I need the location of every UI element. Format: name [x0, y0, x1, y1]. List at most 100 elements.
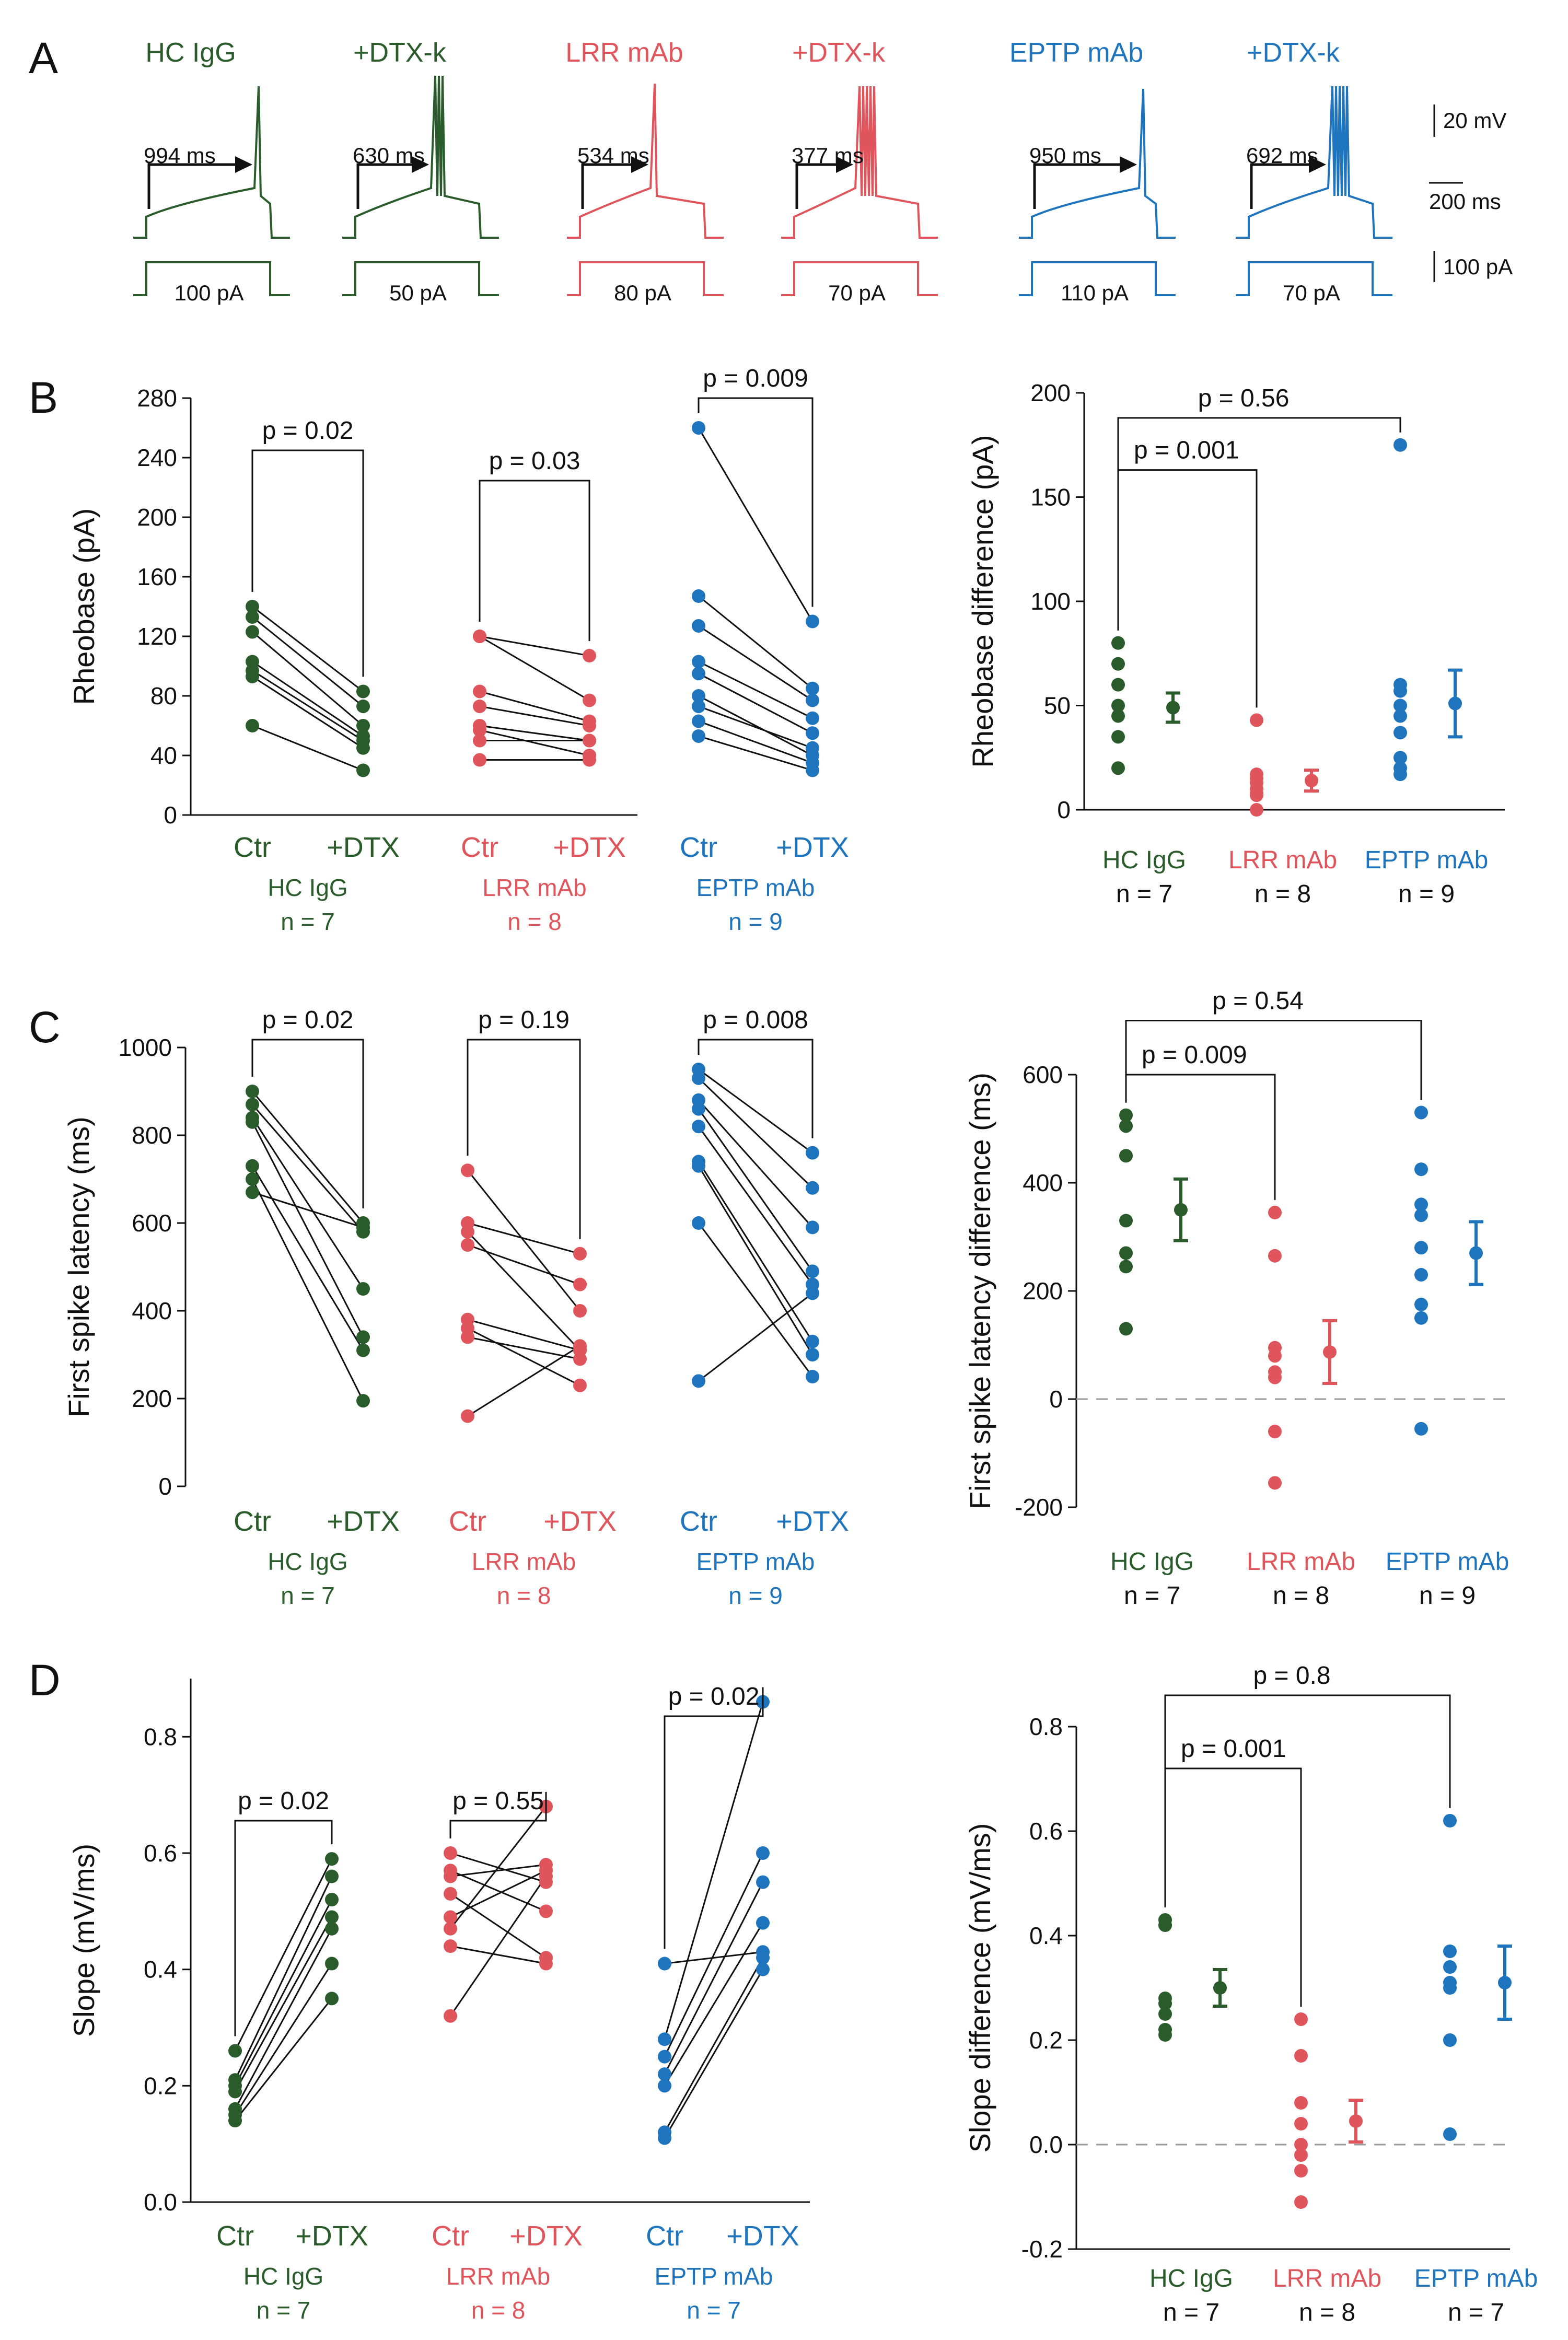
significance-bracket [1164, 1767, 1302, 2007]
latency-arrowhead [235, 156, 252, 173]
group-name: EPTP mAb [696, 1548, 815, 1575]
dtx-point [806, 614, 819, 628]
scalebar-voltage-label: 20 mV [1443, 108, 1506, 133]
y-tick-label: 0 [1057, 796, 1071, 823]
current-label: 80 pA [614, 281, 671, 305]
difference-point [1158, 1918, 1172, 1932]
dtx-point [356, 1220, 370, 1235]
group-name: LRR mAb [472, 1548, 576, 1575]
group-n: n = 9 [728, 908, 783, 935]
ctr-point [444, 2009, 457, 2023]
paired-line [698, 672, 813, 734]
latency-arrow [795, 163, 839, 209]
x-tick-label-ctr: Ctr [432, 2220, 469, 2252]
latency-label: 950 ms [1029, 143, 1101, 168]
difference-point [1111, 657, 1125, 671]
paired-line [479, 705, 590, 727]
paired-line [252, 676, 364, 749]
ctr-point [444, 1910, 457, 1924]
p-value-label: p = 0.56 [1198, 385, 1290, 412]
current-label: 100 pA [174, 281, 243, 305]
paired-line [479, 729, 590, 756]
ctr-point [473, 684, 486, 698]
paired-line [664, 1969, 764, 2139]
ctr-point [692, 1120, 705, 1134]
dtx-point [356, 763, 370, 777]
group-n: n = 7 [1124, 1582, 1180, 1610]
group-name: EPTP mAb [1365, 846, 1489, 874]
latency-label: 377 ms [792, 143, 864, 168]
p-value-label: p = 0.02 [262, 1006, 354, 1034]
dtx-point [539, 1957, 553, 1971]
paired-line [698, 1068, 813, 1154]
x-tick-label-ctr: Ctr [234, 1506, 271, 1537]
difference-point [1294, 2148, 1308, 2162]
paired-line [479, 691, 590, 722]
difference-point [1268, 1349, 1282, 1363]
difference-point [1119, 1246, 1133, 1260]
difference-point [1294, 2012, 1308, 2026]
ctr-point [692, 699, 705, 713]
latency-arrowhead [1120, 156, 1137, 173]
paired-line [698, 1108, 814, 1272]
ctr-point [473, 734, 486, 748]
ctr-point [692, 689, 705, 703]
dtx-point [806, 726, 819, 740]
difference-point [1268, 1249, 1282, 1263]
dtx-point [806, 1286, 819, 1300]
y-tick-label: 600 [132, 1209, 172, 1237]
difference-point [1414, 1297, 1428, 1311]
paired-line [698, 625, 813, 701]
y-tick-label: -200 [1015, 1494, 1063, 1521]
voltage-trace [133, 86, 290, 239]
mean-point [1305, 774, 1318, 788]
panel-label-c: C [29, 1003, 61, 1052]
y-tick-label: 200 [1030, 379, 1071, 406]
paired-line [449, 1806, 547, 1929]
difference-point [1119, 1260, 1133, 1274]
paired-line [252, 606, 364, 692]
paired-line [698, 735, 813, 771]
latency-arrowhead [1309, 156, 1326, 173]
latency-arrow [147, 163, 238, 209]
y-tick-label: 280 [137, 385, 177, 412]
paired-line [450, 1893, 547, 1959]
paired-line [664, 1922, 764, 2087]
difference-point [1393, 751, 1407, 765]
ctr-point [228, 2114, 242, 2128]
mean-point [1349, 2114, 1363, 2128]
y-axis-label: Slope difference (mV/ms) [963, 1823, 996, 2153]
ctr-point [692, 1374, 705, 1388]
paired-line [698, 695, 813, 756]
dtx-point [356, 1330, 370, 1344]
dtx-point [325, 1957, 339, 1971]
paired-line [479, 725, 590, 741]
y-axis-label: Slope (mV/ms) [67, 1844, 100, 2037]
paired-line [698, 1161, 814, 1342]
ctr-point [692, 1071, 705, 1085]
dtx-point [583, 753, 596, 767]
paired-line [251, 1117, 364, 1289]
difference-point [1119, 1322, 1133, 1336]
difference-point [1268, 1370, 1282, 1384]
y-tick-label: -0.2 [1021, 2236, 1063, 2263]
ctr-point [246, 610, 259, 624]
difference-point [1414, 1267, 1428, 1282]
difference-point [1443, 1960, 1457, 1974]
difference-point [1111, 730, 1125, 744]
dtx-point [356, 699, 370, 713]
difference-point [1393, 767, 1407, 782]
voltage-trace [342, 75, 499, 239]
mean-point [1469, 1246, 1483, 1260]
x-tick-label-dtx: +DTX [295, 2220, 368, 2252]
x-tick-label-ctr: Ctr [449, 1506, 486, 1537]
latency-arrow [581, 163, 634, 209]
paired-line [252, 616, 364, 707]
ctr-point [473, 630, 486, 643]
paired-line [467, 1222, 580, 1255]
latency-arrow [356, 163, 414, 209]
dtx-point [583, 734, 596, 748]
ctr-point [658, 2032, 671, 2046]
difference-point [1414, 1162, 1428, 1177]
difference-point [1250, 803, 1263, 817]
